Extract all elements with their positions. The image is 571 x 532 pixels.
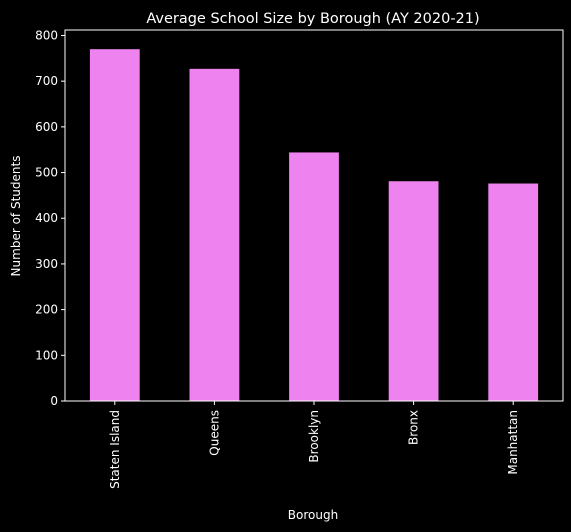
x-axis-label: Borough [288,508,338,522]
x-tick-label: Bronx [407,410,421,445]
y-tick-label: 400 [35,211,58,225]
x-axis-ticks: Staten Island Queens Brooklyn Bronx Manhatta… [108,401,520,489]
x-tick-label: Queens [207,410,221,456]
y-tick-label: 600 [35,120,58,134]
y-axis-label: Number of Students [9,156,23,277]
y-tick-label: 0 [50,394,58,408]
bar-staten-island [89,49,140,401]
x-tick-label: Brooklyn [307,410,321,463]
y-tick-label: 100 [35,348,58,362]
y-tick-label: 500 [35,166,58,180]
bar-brooklyn [289,152,339,401]
x-tick-label: Staten Island [108,410,122,489]
y-tick-label: 300 [35,257,58,271]
bar-manhattan [488,183,539,401]
y-tick-label: 800 [35,28,58,42]
bars-group [89,49,539,401]
y-tick-label: 200 [35,303,58,317]
chart-title: Average School Size by Borough (AY 2020-… [146,11,479,27]
y-tick-label: 700 [35,74,58,88]
bar-queens [189,68,240,401]
y-axis-ticks: 0 100 200 300 400 500 600 700 800 [35,28,65,408]
bar-bronx [388,181,439,401]
x-tick-label: Manhattan [506,410,520,475]
